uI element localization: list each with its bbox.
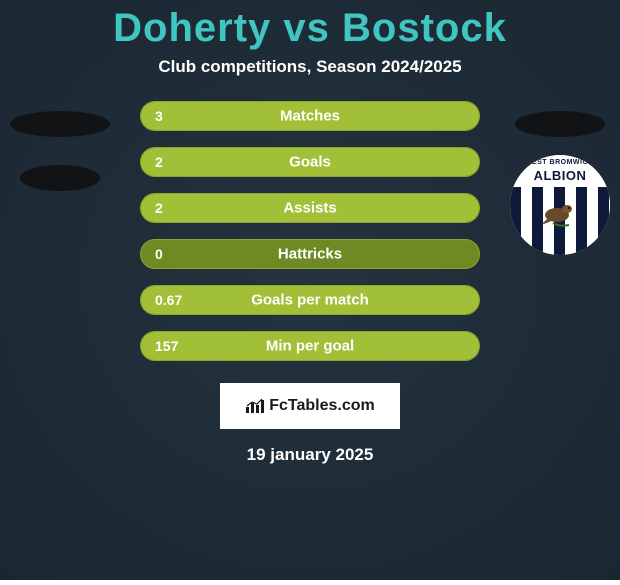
crest-bird-icon [539, 199, 581, 227]
crest-top-text: EST BROMWIC [510, 159, 610, 166]
stat-row: 3 Matches [140, 101, 480, 131]
stat-row: 2 Goals [140, 147, 480, 177]
stat-label: Assists [283, 200, 336, 217]
stat-value: 2 [155, 200, 163, 216]
comparison-title: Doherty vs Bostock [113, 6, 507, 51]
stat-row: 2 Assists [140, 193, 480, 223]
team-badge-right: EST BROMWIC ALBION [510, 101, 610, 201]
fctables-watermark: FcTables.com [220, 383, 400, 429]
placeholder-shadow-2 [20, 165, 100, 191]
fctables-logo: FcTables.com [245, 397, 375, 415]
stat-value: 3 [155, 108, 163, 124]
infographic-content: Doherty vs Bostock Club competitions, Se… [0, 0, 620, 580]
stat-label: Hattricks [278, 246, 342, 263]
stat-row: 0.67 Goals per match [140, 285, 480, 315]
stat-label: Goals [289, 154, 331, 171]
stat-label: Min per goal [266, 338, 354, 355]
team-badge-left [10, 101, 110, 201]
bar-chart-icon [245, 398, 265, 414]
stat-row: 157 Min per goal [140, 331, 480, 361]
placeholder-shadow-3 [515, 111, 605, 137]
fctables-text: FcTables.com [269, 397, 375, 415]
stat-label: Matches [280, 108, 340, 125]
stat-value: 0.67 [155, 292, 182, 308]
comparison-subtitle: Club competitions, Season 2024/2025 [158, 57, 461, 77]
stat-value: 0 [155, 246, 163, 262]
crest-name-text: ALBION [510, 168, 610, 183]
date-text: 19 january 2025 [247, 445, 374, 465]
stat-value: 157 [155, 338, 178, 354]
stat-row: 0 Hattricks [140, 239, 480, 269]
stat-label: Goals per match [251, 292, 369, 309]
stats-area: EST BROMWIC ALBION 3 Matches 2 Goals 2 Assist… [0, 101, 620, 377]
placeholder-shadow-1 [10, 111, 110, 137]
stat-value: 2 [155, 154, 163, 170]
albion-crest: EST BROMWIC ALBION [510, 155, 610, 255]
